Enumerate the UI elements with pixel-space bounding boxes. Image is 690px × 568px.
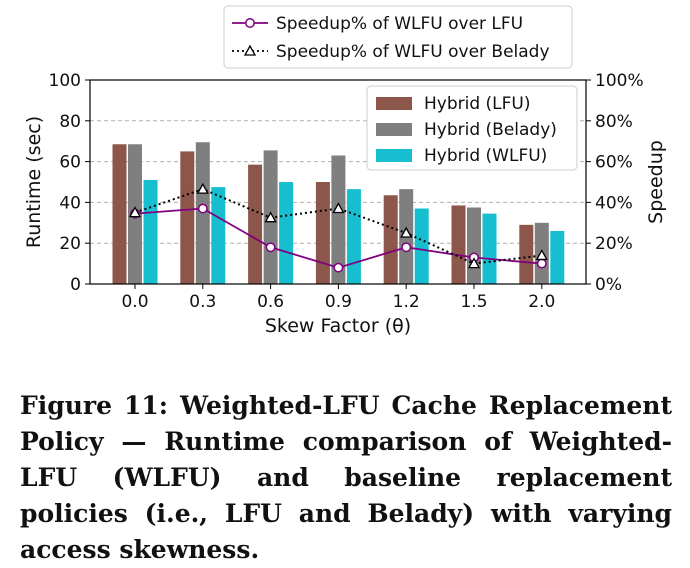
bar xyxy=(211,187,226,284)
line-point xyxy=(467,257,481,269)
bar xyxy=(248,164,263,284)
legend-lines: Speedup% of WLFU over LFU Speedup% of WLF… xyxy=(223,5,573,69)
x-tick-label: 0.3 xyxy=(189,292,216,312)
legend-box xyxy=(366,85,578,171)
x-tick-label: 1.2 xyxy=(393,292,420,312)
line-point xyxy=(400,226,413,238)
x-tick-label: 0.0 xyxy=(121,292,148,312)
y2-tick-label: 0% xyxy=(595,275,622,295)
y-tick-label: 40 xyxy=(59,193,81,213)
bar xyxy=(331,155,346,284)
y-tick-label: 60 xyxy=(59,153,81,173)
bar xyxy=(451,205,466,284)
legend-bar-swatch xyxy=(376,123,412,136)
line-point xyxy=(333,262,344,273)
x-tick-label: 0.6 xyxy=(257,292,284,312)
legend-label: Hybrid (Belady) xyxy=(424,120,557,140)
y-axis-ticks: 0 20 40 60 80 100 xyxy=(49,71,90,295)
line-point xyxy=(196,182,209,194)
y2-axis-ticks: 0% 20% 40% 60% 80% 100% xyxy=(586,71,644,295)
line-point xyxy=(401,242,412,253)
bar xyxy=(482,213,497,284)
line-point xyxy=(535,249,548,261)
y-axis-label: Runtime (sec) xyxy=(23,116,45,248)
bar xyxy=(279,182,294,284)
x-tick-label: 2.0 xyxy=(528,292,555,312)
legend-box xyxy=(223,5,573,69)
bar xyxy=(346,189,361,284)
y2-tick-label: 60% xyxy=(595,153,633,173)
legend-label: Speedup% of WLFU over LFU xyxy=(276,14,523,34)
speedup-lines xyxy=(128,182,548,273)
y2-tick-label: 40% xyxy=(595,193,633,213)
line-point xyxy=(265,242,276,253)
line-point xyxy=(536,258,547,269)
bar xyxy=(383,195,398,284)
legend-bar-swatch xyxy=(376,149,412,162)
bar xyxy=(180,151,195,284)
line-point xyxy=(128,206,142,218)
line-point xyxy=(243,44,257,56)
bar xyxy=(414,208,429,284)
x-axis-label: Skew Factor (θ) xyxy=(265,315,411,337)
y2-axis-label: Speedup xyxy=(645,140,667,224)
line-point xyxy=(332,202,345,214)
x-tick-label: 1.5 xyxy=(460,292,487,312)
legend-label: Speedup% of WLFU over Belady xyxy=(276,42,550,62)
y-tick-label: 20 xyxy=(59,234,81,254)
y2-tick-label: 100% xyxy=(595,71,644,91)
bar xyxy=(112,144,127,284)
figure-caption: Figure 11: Weighted-LFU Cache Replacemen… xyxy=(20,391,672,564)
legend-label: Hybrid (WLFU) xyxy=(424,146,547,166)
legend-label: Hybrid (LFU) xyxy=(424,94,531,114)
legend-bars: Hybrid (LFU) Hybrid (Belady) Hybrid (WLFU) xyxy=(366,85,578,171)
x-tick-label: 0.9 xyxy=(325,292,352,312)
bar xyxy=(315,182,330,284)
y2-tick-label: 80% xyxy=(595,112,633,132)
x-axis-ticks: 0.0 0.3 0.6 0.9 1.2 1.5 2.0 xyxy=(121,284,555,312)
y-tick-label: 80 xyxy=(59,112,81,132)
bar xyxy=(550,230,565,284)
bar xyxy=(143,179,158,284)
bar xyxy=(467,207,481,284)
legend-bar-swatch xyxy=(376,97,412,110)
line-point xyxy=(245,18,255,28)
y-tick-label: 0 xyxy=(70,275,81,295)
line-point xyxy=(197,203,208,214)
line-point xyxy=(264,211,277,223)
bar xyxy=(519,224,534,284)
y-tick-label: 100 xyxy=(49,71,81,91)
y2-tick-label: 20% xyxy=(595,234,633,254)
